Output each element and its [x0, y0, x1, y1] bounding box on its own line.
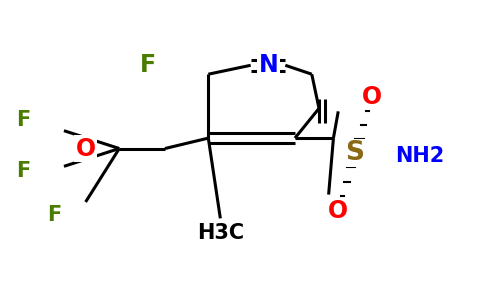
Text: O: O: [328, 199, 348, 223]
Text: NH2: NH2: [395, 146, 445, 166]
Text: F: F: [16, 110, 30, 130]
Text: H3C: H3C: [197, 223, 244, 243]
Text: O: O: [76, 136, 96, 160]
Text: F: F: [140, 53, 156, 77]
Text: N: N: [258, 53, 278, 77]
Text: F: F: [16, 161, 30, 181]
Text: S: S: [346, 140, 364, 166]
Text: F: F: [47, 206, 61, 225]
Text: O: O: [362, 85, 382, 109]
